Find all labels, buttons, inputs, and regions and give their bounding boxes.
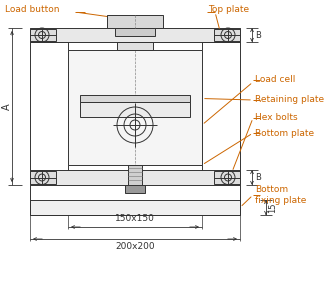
Bar bbox=[30, 170, 240, 185]
Text: B: B bbox=[255, 173, 261, 182]
Bar bbox=[30, 171, 56, 184]
Bar bbox=[115, 28, 155, 36]
Text: Load button: Load button bbox=[5, 5, 59, 14]
Text: Load cell: Load cell bbox=[255, 75, 295, 84]
Bar bbox=[80, 95, 190, 102]
Text: Bottom
fixing plate: Bottom fixing plate bbox=[255, 185, 306, 205]
Bar bbox=[30, 200, 240, 215]
Bar bbox=[68, 50, 202, 165]
Text: 200x200: 200x200 bbox=[115, 242, 155, 251]
Bar bbox=[125, 185, 145, 193]
Bar bbox=[128, 165, 142, 185]
Bar bbox=[107, 15, 163, 28]
Text: Hex bolts: Hex bolts bbox=[255, 113, 298, 122]
Text: Bottom plate: Bottom plate bbox=[255, 128, 314, 137]
Bar bbox=[117, 42, 153, 50]
Bar bbox=[30, 29, 56, 41]
Text: 15: 15 bbox=[268, 202, 277, 213]
Bar bbox=[214, 29, 240, 41]
Bar bbox=[214, 171, 240, 184]
Text: Top plate: Top plate bbox=[208, 5, 249, 14]
Text: B: B bbox=[255, 31, 261, 39]
Text: 150x150: 150x150 bbox=[115, 214, 155, 223]
Bar bbox=[80, 102, 190, 117]
Text: Retaining plate: Retaining plate bbox=[255, 96, 324, 105]
Bar bbox=[30, 28, 240, 42]
Text: A: A bbox=[2, 103, 12, 110]
